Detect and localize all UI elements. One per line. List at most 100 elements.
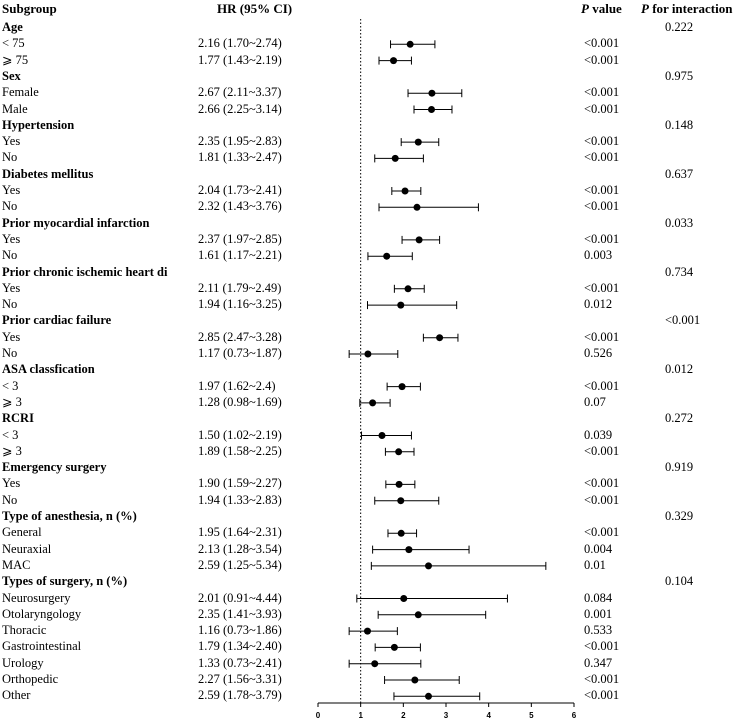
hr-ci-text: 2.01 (0.91~4.44) (198, 590, 282, 605)
hr-ci-text: 1.77 (1.43~2.19) (198, 52, 282, 67)
group-label: RCRI (2, 411, 34, 426)
hr-point (436, 334, 444, 342)
p-interaction-value: 0.975 (665, 68, 694, 83)
hr-ci-text: 1.79 (1.34~2.40) (198, 639, 282, 654)
p-value: 0.347 (584, 655, 613, 670)
hr-ci-text: 1.17 (0.73~1.87) (198, 346, 282, 360)
subgroup-label: Yes (2, 329, 21, 344)
group-label: Diabetes mellitus (2, 166, 94, 181)
x-tick-label: 0 (316, 711, 321, 720)
group-label: Hypertension (2, 117, 75, 132)
hr-point (425, 562, 433, 570)
group-label: Prior cardiac failure (2, 313, 112, 328)
hr-ci-text: 2.59 (1.78~3.79) (198, 688, 282, 703)
x-tick-label: 6 (572, 711, 577, 720)
hr-ci-text: 2.35 (1.41~3.93) (198, 606, 282, 621)
p-value: <0.001 (584, 36, 620, 51)
hr-ci-text: 1.94 (1.16~3.25) (198, 297, 282, 312)
subgroup-label: Neurosurgery (2, 590, 71, 605)
subgroup-label: Urology (2, 655, 44, 670)
group-label: Type of anesthesia, n (%) (2, 509, 137, 523)
p-value: <0.001 (584, 688, 620, 703)
subgroup-label: < 75 (2, 36, 25, 51)
subgroup-label: Other (2, 688, 31, 703)
subgroup-label: ⩾ 3 (2, 394, 22, 409)
p-value: <0.001 (584, 199, 620, 214)
p-value: <0.001 (584, 672, 620, 686)
subgroup-label: Neuraxial (2, 541, 52, 556)
hr-point (363, 627, 371, 635)
hr-point (428, 89, 436, 97)
hr-point (413, 203, 421, 211)
subgroup-label: No (2, 199, 18, 214)
group-label: Types of surgery, n (%) (2, 574, 128, 589)
p-value: <0.001 (584, 329, 620, 344)
group-label: ASA classfication (2, 362, 95, 377)
hr-point (369, 399, 377, 407)
subgroup-label: MAC (2, 557, 31, 572)
hr-point (397, 497, 405, 505)
p-interaction-value: 0.272 (665, 411, 694, 426)
group-label: Prior chronic ischemic heart di (2, 264, 168, 279)
subgroup-label: Thoracic (2, 623, 47, 638)
hr-point (378, 432, 386, 439)
p-interaction-value: 0.919 (665, 460, 694, 475)
hr-point (390, 57, 398, 65)
subgroup-label: Yes (2, 231, 21, 246)
hr-point (406, 40, 414, 48)
p-interaction-value: 0.222 (665, 20, 694, 34)
p-value: 0.084 (584, 590, 613, 605)
p-value: 0.533 (584, 623, 613, 638)
p-value: 0.07 (584, 394, 606, 409)
subgroup-label: < 3 (2, 378, 19, 393)
hr-point (397, 529, 405, 537)
p-value: <0.001 (584, 85, 620, 100)
hr-ci-text: 1.16 (0.73~1.86) (198, 623, 282, 638)
group-label: Age (2, 20, 23, 34)
p-value: <0.001 (584, 492, 620, 507)
p-value: 0.003 (584, 248, 613, 263)
p-interaction-header-p: P (641, 1, 649, 16)
p-value: <0.001 (584, 231, 620, 246)
hr-ci-text: 1.90 (1.59~2.27) (198, 476, 282, 491)
group-label: Emergency surgery (2, 460, 107, 475)
p-interaction-value: 0.734 (665, 264, 694, 279)
p-value-header: P value (581, 1, 622, 17)
subgroup-label: ⩾ 75 (2, 52, 29, 67)
p-value: <0.001 (584, 101, 620, 116)
group-label: Sex (2, 68, 21, 83)
p-value-header-rest: value (588, 1, 622, 16)
hr-point (405, 546, 413, 554)
p-value: <0.001 (584, 443, 620, 458)
subgroup-label: No (2, 150, 18, 165)
hr-point (415, 236, 423, 244)
subgroup-label: ⩾ 3 (2, 443, 22, 458)
group-label: Prior myocardial infarction (2, 215, 150, 230)
p-value: <0.001 (584, 378, 620, 393)
p-value: <0.001 (584, 150, 620, 165)
subgroup-label: No (2, 346, 18, 360)
hr-ci-text: 2.13 (1.28~3.54) (198, 541, 282, 556)
hr-ci-text: 1.28 (0.98~1.69) (198, 394, 282, 409)
p-value: <0.001 (584, 280, 620, 295)
p-value: 0.01 (584, 557, 606, 572)
subgroup-label: < 3 (2, 427, 19, 442)
p-interaction-value: 0.104 (665, 574, 694, 589)
p-value: <0.001 (584, 639, 620, 654)
subgroup-label: Gastrointestinal (2, 639, 82, 654)
p-value-header-p: P (581, 1, 589, 16)
x-tick-label: 1 (358, 711, 363, 720)
p-interaction-header-rest: for interaction (648, 1, 733, 16)
p-value: 0.526 (584, 346, 613, 360)
hr-point (383, 252, 391, 260)
subgroup-label: No (2, 248, 18, 263)
p-value: <0.001 (584, 525, 620, 540)
hr-point (364, 350, 372, 358)
hr-ci-text: 1.50 (1.02~2.19) (198, 427, 282, 442)
hr-ci-text: 2.11 (1.79~2.49) (198, 280, 282, 295)
hr-point (427, 106, 435, 113)
hr-ci-text: 2.85 (2.47~3.28) (198, 329, 282, 344)
hr-ci-text: 1.89 (1.58~2.25) (198, 443, 282, 458)
hr-ci-text: 1.61 (1.17~2.21) (198, 248, 282, 263)
p-interaction-header: P for interaction (641, 1, 732, 17)
